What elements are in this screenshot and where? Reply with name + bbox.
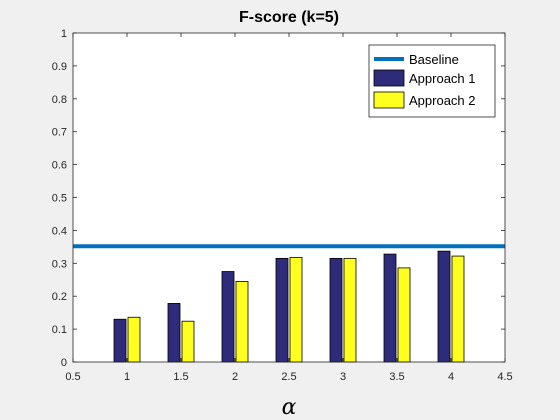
bar-2-2 <box>181 320 195 363</box>
x-tick-label: 1.5 <box>173 371 188 383</box>
x-tick-label: 4 <box>448 371 454 383</box>
chart-title: F-score (k=5) <box>239 9 339 26</box>
y-tick-label: 0.1 <box>52 324 67 336</box>
y-tick-label: 0.5 <box>52 193 67 205</box>
y-tick-label: 0.7 <box>52 127 67 139</box>
bar-1-4 <box>275 257 289 363</box>
x-tick-label: 3.5 <box>389 371 404 383</box>
x-tick-label: 2 <box>232 371 238 383</box>
bar-1-1 <box>113 318 127 363</box>
bar-2-7 <box>451 255 465 363</box>
axes-layer <box>72 32 506 363</box>
bar-2-1 <box>127 316 141 363</box>
x-tick-label: 3 <box>340 371 346 383</box>
legend-swatch-1 <box>373 69 405 87</box>
y-tick-label: 0.6 <box>52 160 67 172</box>
legend-baseline-label: Baseline <box>409 52 459 67</box>
x-tick-label: 1 <box>124 371 130 383</box>
y-tick-label: 1 <box>61 28 67 40</box>
x-axis-label: α <box>282 395 297 420</box>
bar-1-6 <box>383 253 397 363</box>
y-tick-label: 0.3 <box>52 258 67 270</box>
legend-label-1: Approach 1 <box>409 71 476 86</box>
legend: Baseline Approach 1 Approach 2 <box>368 44 496 118</box>
bar-2-3 <box>235 280 249 363</box>
x-tick-label: 0.5 <box>65 371 80 383</box>
legend-label-2: Approach 2 <box>409 93 476 108</box>
y-tick-label: 0.4 <box>52 225 67 237</box>
bar-1-5 <box>329 257 343 363</box>
bar-2-6 <box>397 267 411 363</box>
bar-1-7 <box>437 250 451 363</box>
y-tick-label: 0.8 <box>52 94 67 106</box>
bar-1-3 <box>221 271 235 363</box>
bar-2-5 <box>343 257 357 363</box>
legend-swatch-2 <box>373 91 405 109</box>
tick-labels-layer: 0.5 1 1.5 2 2.5 3 3.5 4 4.5 0 0.1 0.2 0.3 0.4 0.5 0.6 0.… <box>52 28 513 383</box>
y-tick-label: 0.9 <box>52 61 67 73</box>
y-tick-label: 0.2 <box>52 291 67 303</box>
bar-1-2 <box>167 303 181 363</box>
bar-2-4 <box>289 256 303 363</box>
y-tick-label: 0 <box>61 357 67 369</box>
x-tick-label: 2.5 <box>281 371 296 383</box>
x-tick-label: 4.5 <box>497 371 512 383</box>
